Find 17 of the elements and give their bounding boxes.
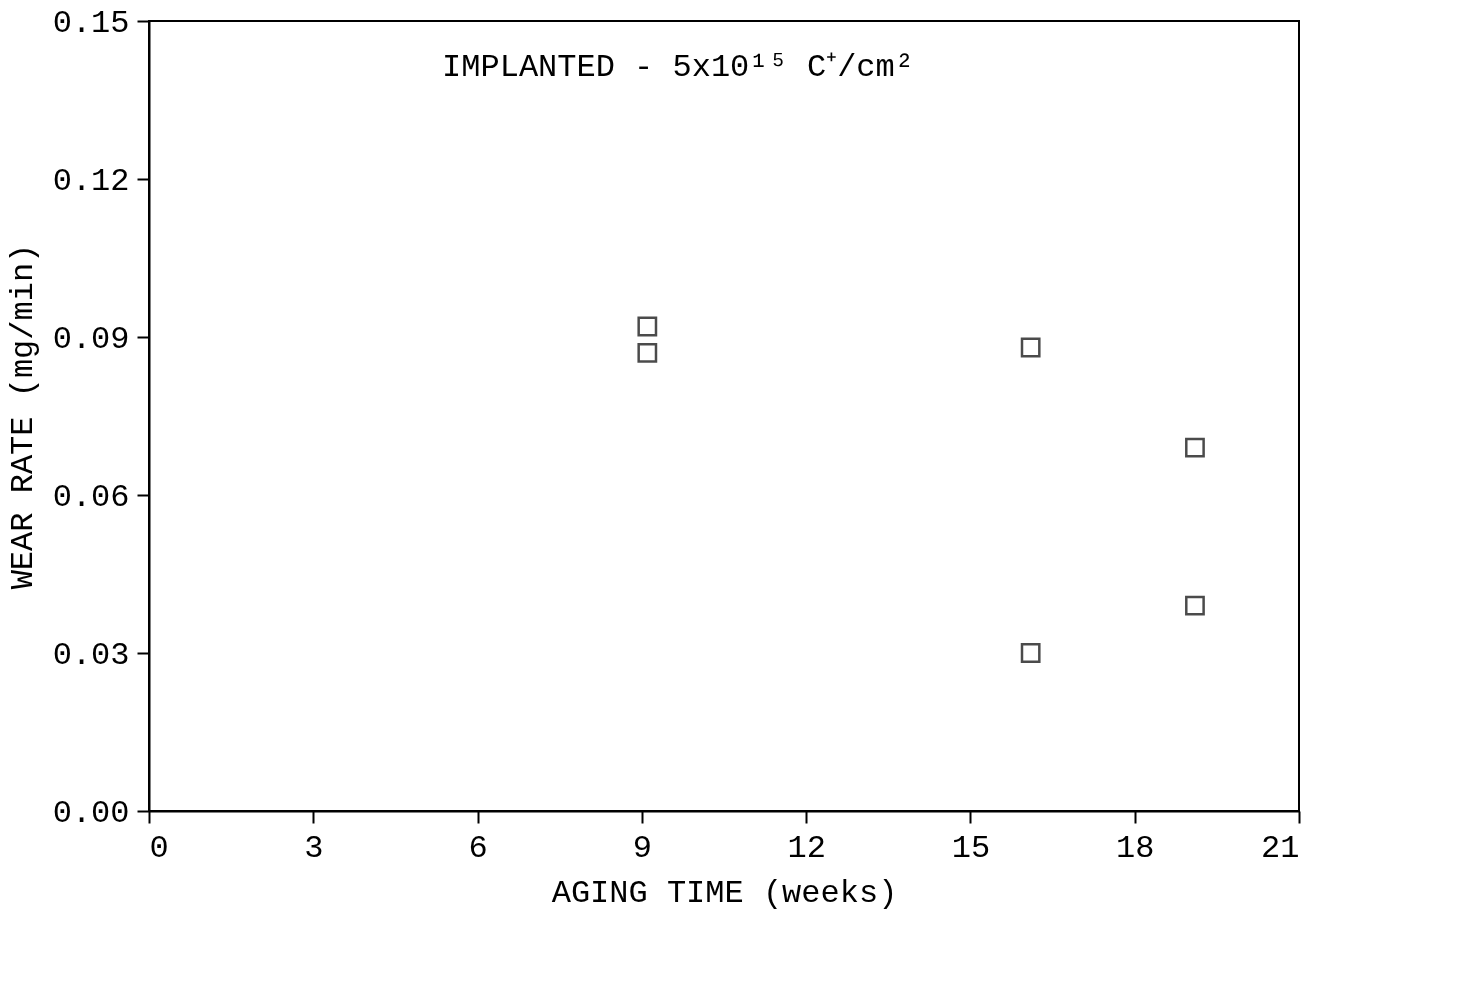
y-tick-label: 0.00 bbox=[52, 794, 130, 832]
x-tick-label: 3 bbox=[304, 829, 324, 867]
x-tick-label: 6 bbox=[468, 829, 488, 867]
y-tick-label: 0.12 bbox=[52, 162, 130, 200]
y-tick-label: 0.03 bbox=[52, 636, 130, 674]
y-axis-title: WEAR RATE (mg/min) bbox=[4, 243, 42, 590]
y-tick-label: 0.06 bbox=[52, 478, 130, 516]
x-tick-label: 15 bbox=[951, 829, 991, 867]
text: IMPLANTED - 5x10¹⁵ C⁺/cm² bbox=[442, 49, 914, 86]
x-tick-label: 0 bbox=[149, 829, 169, 867]
x-axis-title: AGING TIME (weeks) bbox=[551, 874, 898, 912]
y-tick-label: 0.09 bbox=[52, 320, 130, 358]
y-tick-label: 0.15 bbox=[52, 4, 130, 42]
x-tick-label: 18 bbox=[1116, 829, 1155, 867]
x-tick-label: 21 bbox=[1261, 829, 1300, 867]
x-tick-label: 12 bbox=[787, 829, 826, 867]
x-tick-label: 9 bbox=[632, 829, 652, 867]
